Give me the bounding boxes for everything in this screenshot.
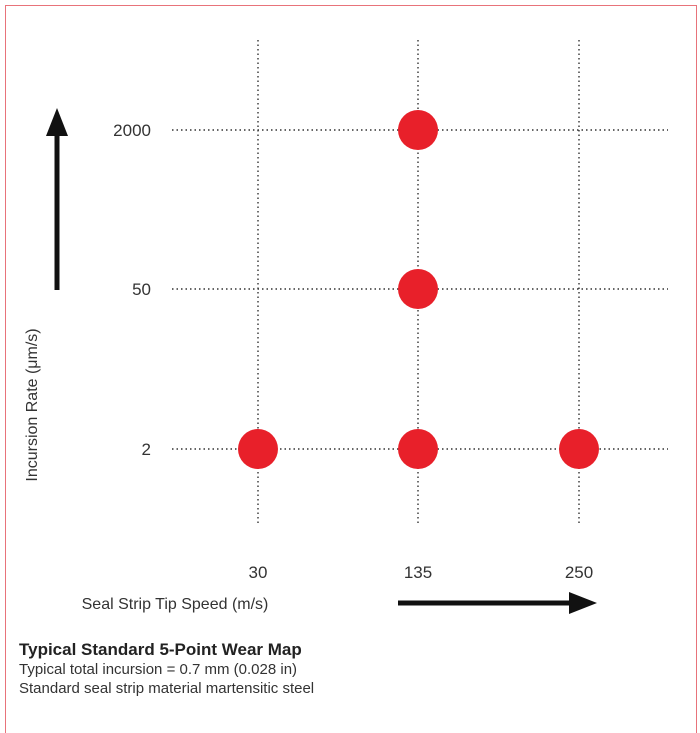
caption-line-incursion: Typical total incursion = 0.7 mm (0.028 …: [19, 661, 298, 678]
y-axis-label: Incursion Rate (μm/s): [24, 328, 41, 481]
x-tick-label: 135: [404, 563, 432, 582]
x-tick-label: 30: [249, 563, 268, 582]
y-tick-label: 50: [132, 280, 151, 299]
data-point: [559, 429, 599, 469]
caption-line-material: Standard seal strip material martensitic…: [19, 680, 315, 697]
x-tick-label: 250: [565, 563, 593, 582]
data-point: [398, 269, 438, 309]
y-axis-arrow: [46, 108, 68, 290]
y-tick-label: 2: [142, 440, 151, 459]
data-point: [398, 429, 438, 469]
figure-frame: [5, 5, 697, 733]
x-axis-arrow: [398, 592, 597, 614]
y-tick-label: 2000: [113, 121, 151, 140]
caption-title: Typical Standard 5-Point Wear Map: [19, 640, 302, 659]
data-points: [238, 110, 599, 469]
x-axis-label: Seal Strip Tip Speed (m/s): [82, 596, 269, 613]
data-point: [398, 110, 438, 150]
data-point: [238, 429, 278, 469]
caption-block: Typical Standard 5-Point Wear Map Typica…: [19, 640, 679, 698]
